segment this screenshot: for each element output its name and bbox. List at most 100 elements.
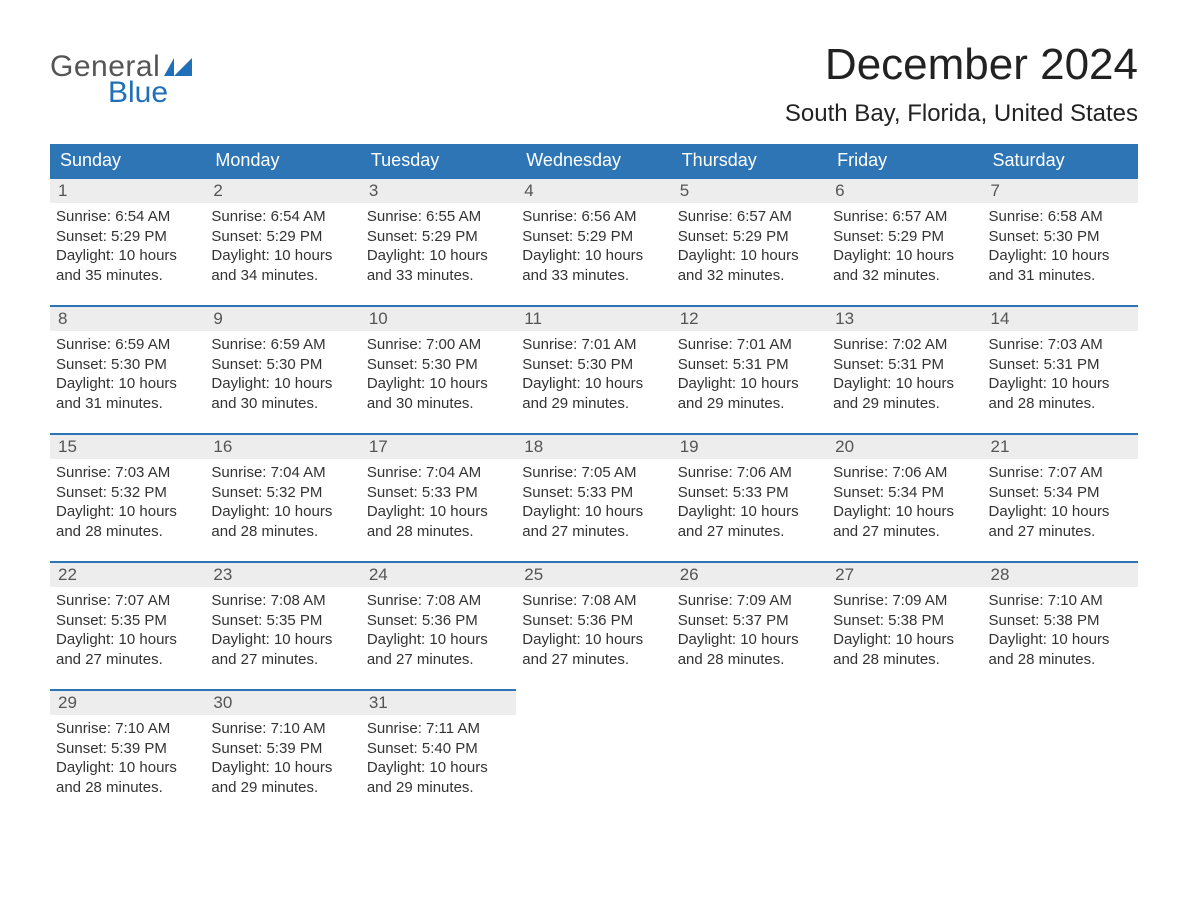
- day-number: 21: [983, 433, 1138, 459]
- sunrise-line: Sunrise: 7:09 AM: [678, 591, 821, 611]
- day-header: Thursday: [672, 144, 827, 177]
- daylight-line: Daylight: 10 hours and 34 minutes.: [211, 246, 354, 285]
- daylight-line: Daylight: 10 hours and 31 minutes.: [989, 246, 1132, 285]
- day-number: 23: [205, 561, 360, 587]
- sunrise-line: Sunrise: 7:07 AM: [56, 591, 199, 611]
- day-details: Sunrise: 7:06 AMSunset: 5:34 PMDaylight:…: [827, 459, 982, 541]
- day-header: Saturday: [983, 144, 1138, 177]
- day-details: Sunrise: 6:59 AMSunset: 5:30 PMDaylight:…: [50, 331, 205, 413]
- sunset-line: Sunset: 5:30 PM: [522, 355, 665, 375]
- day-details: Sunrise: 7:05 AMSunset: 5:33 PMDaylight:…: [516, 459, 671, 541]
- calendar-cell: 13Sunrise: 7:02 AMSunset: 5:31 PMDayligh…: [827, 305, 982, 433]
- calendar-cell: 7Sunrise: 6:58 AMSunset: 5:30 PMDaylight…: [983, 177, 1138, 305]
- calendar-cell: 12Sunrise: 7:01 AMSunset: 5:31 PMDayligh…: [672, 305, 827, 433]
- day-header: Monday: [205, 144, 360, 177]
- sunrise-line: Sunrise: 6:57 AM: [678, 207, 821, 227]
- daylight-line: Daylight: 10 hours and 29 minutes.: [367, 758, 510, 797]
- sunrise-line: Sunrise: 6:54 AM: [211, 207, 354, 227]
- day-details: Sunrise: 7:07 AMSunset: 5:34 PMDaylight:…: [983, 459, 1138, 541]
- day-details: Sunrise: 6:55 AMSunset: 5:29 PMDaylight:…: [361, 203, 516, 285]
- daylight-line: Daylight: 10 hours and 32 minutes.: [833, 246, 976, 285]
- sunset-line: Sunset: 5:29 PM: [56, 227, 199, 247]
- day-details: Sunrise: 7:01 AMSunset: 5:30 PMDaylight:…: [516, 331, 671, 413]
- calendar-cell: 19Sunrise: 7:06 AMSunset: 5:33 PMDayligh…: [672, 433, 827, 561]
- day-number: 27: [827, 561, 982, 587]
- day-details: Sunrise: 7:11 AMSunset: 5:40 PMDaylight:…: [361, 715, 516, 797]
- daylight-line: Daylight: 10 hours and 30 minutes.: [367, 374, 510, 413]
- sunset-line: Sunset: 5:33 PM: [678, 483, 821, 503]
- day-header: Tuesday: [361, 144, 516, 177]
- day-details: Sunrise: 7:07 AMSunset: 5:35 PMDaylight:…: [50, 587, 205, 669]
- calendar-cell: [672, 689, 827, 817]
- day-details: Sunrise: 6:57 AMSunset: 5:29 PMDaylight:…: [827, 203, 982, 285]
- sunrise-line: Sunrise: 7:04 AM: [367, 463, 510, 483]
- sunset-line: Sunset: 5:35 PM: [211, 611, 354, 631]
- sunrise-line: Sunrise: 7:10 AM: [56, 719, 199, 739]
- calendar-cell: 20Sunrise: 7:06 AMSunset: 5:34 PMDayligh…: [827, 433, 982, 561]
- sunset-line: Sunset: 5:31 PM: [678, 355, 821, 375]
- sunrise-line: Sunrise: 7:10 AM: [211, 719, 354, 739]
- day-number: 11: [516, 305, 671, 331]
- day-number: 20: [827, 433, 982, 459]
- sunset-line: Sunset: 5:30 PM: [367, 355, 510, 375]
- day-details: Sunrise: 7:08 AMSunset: 5:36 PMDaylight:…: [361, 587, 516, 669]
- sunrise-line: Sunrise: 6:59 AM: [56, 335, 199, 355]
- sunrise-line: Sunrise: 6:57 AM: [833, 207, 976, 227]
- calendar-cell: 27Sunrise: 7:09 AMSunset: 5:38 PMDayligh…: [827, 561, 982, 689]
- daylight-line: Daylight: 10 hours and 28 minutes.: [989, 374, 1132, 413]
- day-details: Sunrise: 6:58 AMSunset: 5:30 PMDaylight:…: [983, 203, 1138, 285]
- calendar-cell: 9Sunrise: 6:59 AMSunset: 5:30 PMDaylight…: [205, 305, 360, 433]
- calendar-cell: 5Sunrise: 6:57 AMSunset: 5:29 PMDaylight…: [672, 177, 827, 305]
- daylight-line: Daylight: 10 hours and 27 minutes.: [522, 630, 665, 669]
- calendar-cell: 17Sunrise: 7:04 AMSunset: 5:33 PMDayligh…: [361, 433, 516, 561]
- day-number: 15: [50, 433, 205, 459]
- day-number: 7: [983, 177, 1138, 203]
- day-number: 14: [983, 305, 1138, 331]
- sunrise-line: Sunrise: 7:07 AM: [989, 463, 1132, 483]
- day-details: Sunrise: 7:03 AMSunset: 5:31 PMDaylight:…: [983, 331, 1138, 413]
- calendar-cell: 22Sunrise: 7:07 AMSunset: 5:35 PMDayligh…: [50, 561, 205, 689]
- daylight-line: Daylight: 10 hours and 33 minutes.: [522, 246, 665, 285]
- day-number: 8: [50, 305, 205, 331]
- day-details: Sunrise: 6:56 AMSunset: 5:29 PMDaylight:…: [516, 203, 671, 285]
- sunrise-line: Sunrise: 7:05 AM: [522, 463, 665, 483]
- sunrise-line: Sunrise: 7:06 AM: [678, 463, 821, 483]
- brand-logo: General Blue: [50, 50, 192, 110]
- day-number: 30: [205, 689, 360, 715]
- day-details: Sunrise: 6:59 AMSunset: 5:30 PMDaylight:…: [205, 331, 360, 413]
- day-details: Sunrise: 7:10 AMSunset: 5:39 PMDaylight:…: [50, 715, 205, 797]
- calendar-cell: 11Sunrise: 7:01 AMSunset: 5:30 PMDayligh…: [516, 305, 671, 433]
- day-number: 12: [672, 305, 827, 331]
- day-details: Sunrise: 7:08 AMSunset: 5:36 PMDaylight:…: [516, 587, 671, 669]
- sunset-line: Sunset: 5:29 PM: [522, 227, 665, 247]
- day-number: 26: [672, 561, 827, 587]
- day-details: Sunrise: 7:00 AMSunset: 5:30 PMDaylight:…: [361, 331, 516, 413]
- calendar-table: SundayMondayTuesdayWednesdayThursdayFrid…: [50, 144, 1138, 817]
- sunset-line: Sunset: 5:31 PM: [833, 355, 976, 375]
- calendar-cell: 6Sunrise: 6:57 AMSunset: 5:29 PMDaylight…: [827, 177, 982, 305]
- calendar-cell: 18Sunrise: 7:05 AMSunset: 5:33 PMDayligh…: [516, 433, 671, 561]
- day-header: Sunday: [50, 144, 205, 177]
- day-details: Sunrise: 7:04 AMSunset: 5:33 PMDaylight:…: [361, 459, 516, 541]
- calendar-cell: 10Sunrise: 7:00 AMSunset: 5:30 PMDayligh…: [361, 305, 516, 433]
- calendar-cell: 16Sunrise: 7:04 AMSunset: 5:32 PMDayligh…: [205, 433, 360, 561]
- daylight-line: Daylight: 10 hours and 30 minutes.: [211, 374, 354, 413]
- calendar-cell: 28Sunrise: 7:10 AMSunset: 5:38 PMDayligh…: [983, 561, 1138, 689]
- day-details: Sunrise: 7:10 AMSunset: 5:39 PMDaylight:…: [205, 715, 360, 797]
- sunset-line: Sunset: 5:29 PM: [367, 227, 510, 247]
- day-details: Sunrise: 7:09 AMSunset: 5:37 PMDaylight:…: [672, 587, 827, 669]
- calendar-cell: [827, 689, 982, 817]
- sunset-line: Sunset: 5:37 PM: [678, 611, 821, 631]
- daylight-line: Daylight: 10 hours and 27 minutes.: [211, 630, 354, 669]
- calendar-cell: 1Sunrise: 6:54 AMSunset: 5:29 PMDaylight…: [50, 177, 205, 305]
- calendar-cell: 24Sunrise: 7:08 AMSunset: 5:36 PMDayligh…: [361, 561, 516, 689]
- calendar-cell: 29Sunrise: 7:10 AMSunset: 5:39 PMDayligh…: [50, 689, 205, 817]
- day-number: 13: [827, 305, 982, 331]
- location-subtitle: South Bay, Florida, United States: [785, 100, 1138, 128]
- day-header: Wednesday: [516, 144, 671, 177]
- daylight-line: Daylight: 10 hours and 28 minutes.: [211, 502, 354, 541]
- daylight-line: Daylight: 10 hours and 28 minutes.: [56, 502, 199, 541]
- day-number: 2: [205, 177, 360, 203]
- sunset-line: Sunset: 5:38 PM: [989, 611, 1132, 631]
- sunset-line: Sunset: 5:40 PM: [367, 739, 510, 759]
